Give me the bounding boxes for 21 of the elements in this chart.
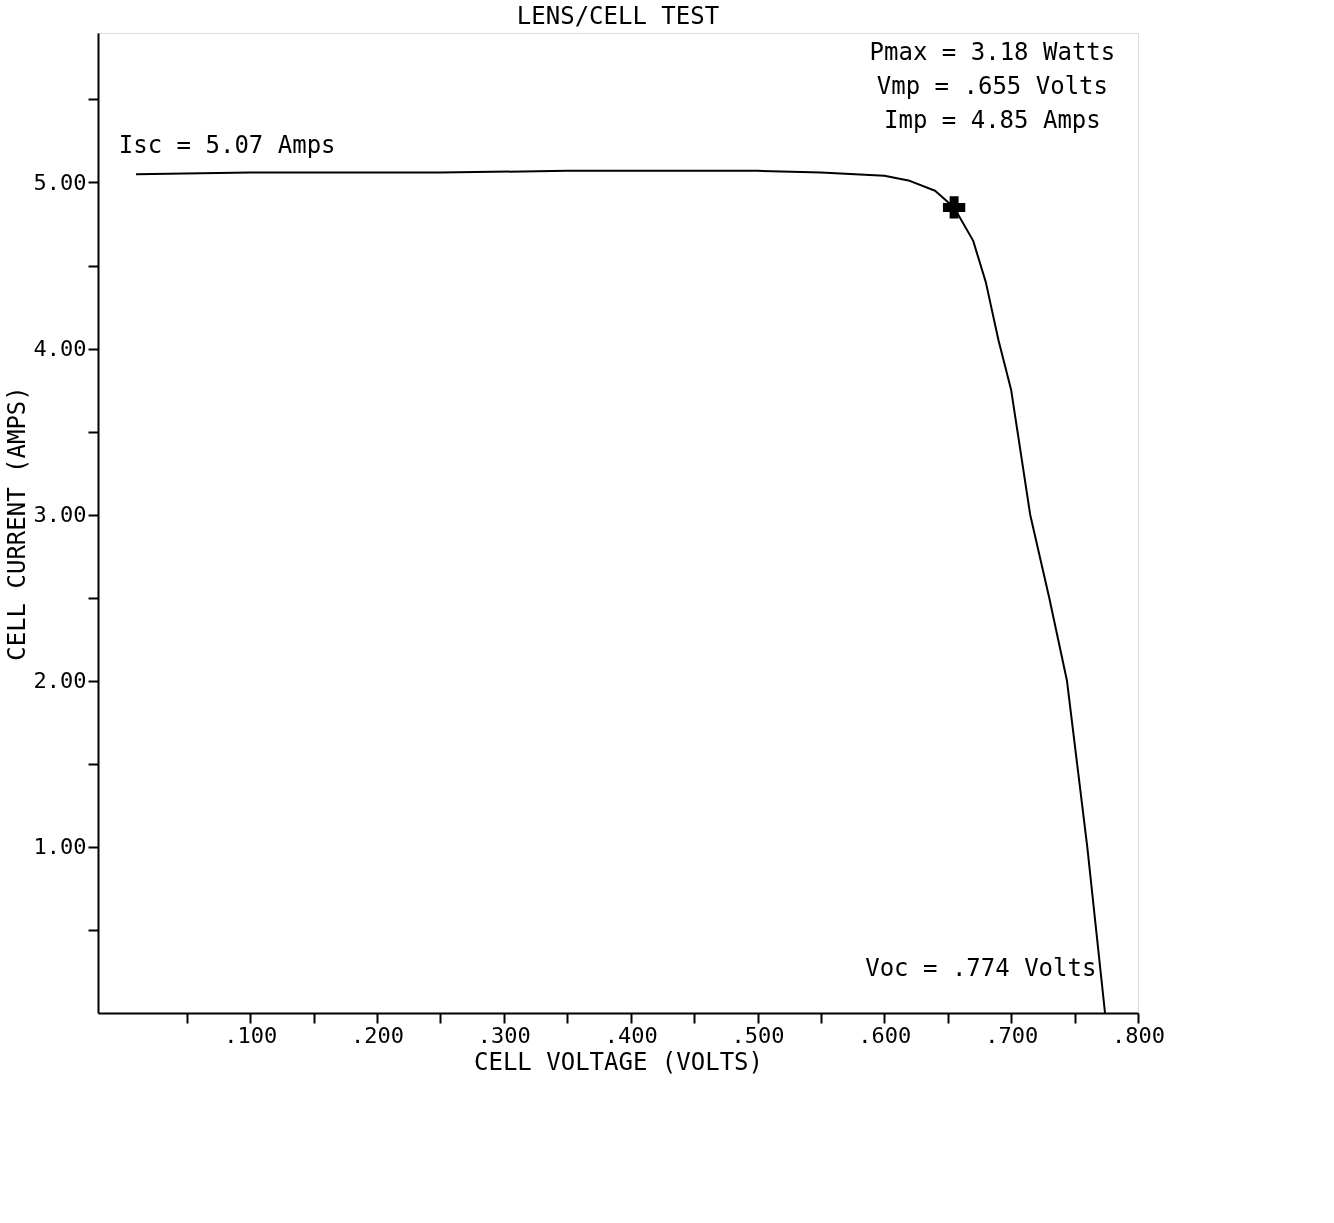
chart-title: LENS/CELL TEST (516, 2, 720, 30)
y-tick-label: 4.00 (33, 336, 87, 362)
x-tick-label: .300 (477, 1022, 531, 1048)
y-tick-label: 5.00 (33, 169, 87, 195)
annotation: Isc = 5.07 Amps (118, 130, 336, 159)
x-tick-label: .700 (985, 1022, 1039, 1048)
x-tick-label: .800 (1112, 1022, 1165, 1048)
y-axis-title: CELL CURRENT (AMPS) (2, 386, 31, 661)
annotation: Imp = 4.85 Amps (884, 106, 1101, 135)
annotation: Pmax = 3.18 Watts (869, 37, 1116, 66)
x-tick-label: .600 (858, 1022, 912, 1048)
x-tick-label: .100 (224, 1022, 278, 1048)
y-tick-label: 3.00 (33, 502, 87, 528)
x-axis-title: CELL VOLTAGE (VOLTS) (474, 1047, 763, 1076)
y-tick-label: 1.00 (33, 834, 87, 860)
annotation: Vmp = .655 Volts (876, 71, 1108, 100)
annotation: Voc = .774 Volts (865, 953, 1097, 982)
x-tick-label: .500 (731, 1022, 785, 1048)
x-tick-label: .400 (604, 1022, 658, 1048)
y-tick-label: 2.00 (33, 668, 87, 694)
x-tick-label: .200 (351, 1022, 405, 1048)
